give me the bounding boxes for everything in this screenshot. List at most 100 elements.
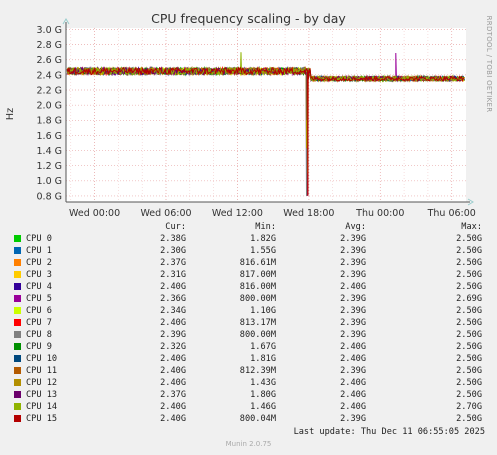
legend-cur: 2.40G — [160, 414, 186, 424]
legend-cur: 2.37G — [160, 390, 186, 400]
y-tick-label: 3.0 G — [37, 25, 63, 36]
legend-avg: 2.39G — [340, 270, 366, 280]
legend-series-name: CPU 3 — [26, 270, 52, 280]
legend-max: 2.50G — [456, 366, 482, 376]
grid — [66, 28, 466, 202]
legend-avg: 2.39G — [340, 414, 366, 424]
legend-avg: 2.39G — [340, 330, 366, 340]
legend-series-name: CPU 15 — [26, 414, 58, 424]
legend-avg: 2.39G — [340, 258, 366, 268]
legend-row: CPU 5 2.36G 800.00M 2.39G 2.69G — [14, 293, 494, 305]
y-tick-label: 2.2 G — [37, 85, 63, 96]
legend-series-name: CPU 9 — [26, 342, 52, 352]
legend-max: 2.50G — [456, 354, 482, 364]
x-tick-label: Thu 06:00 — [427, 208, 476, 219]
legend-max: 2.50G — [456, 378, 482, 388]
legend-max: 2.50G — [456, 414, 482, 424]
legend-max: 2.69G — [456, 294, 482, 304]
y-tick-label: 2.0 G — [37, 101, 63, 112]
legend-avg: 2.39G — [340, 306, 366, 316]
legend-avg: 2.40G — [340, 354, 366, 364]
legend-cur: 2.30G — [160, 246, 186, 256]
legend-swatch — [14, 403, 21, 410]
legend-series-name: CPU 2 — [26, 258, 52, 268]
legend-row: CPU 8 2.39G 800.00M 2.39G 2.50G — [14, 329, 494, 341]
legend-min: 1.82G — [250, 234, 276, 244]
legend-swatch — [14, 319, 21, 326]
x-axis-ticks: Wed 00:00 Wed 06:00 Wed 12:00 Wed 18:00 Thu … — [69, 208, 476, 219]
y-tick-label: 0.8 G — [37, 191, 63, 202]
legend-series-name: CPU 0 — [26, 234, 52, 244]
legend-row: CPU 13 2.37G 1.80G 2.40G 2.50G — [14, 389, 494, 401]
legend-cur: 2.40G — [160, 402, 186, 412]
legend-row: CPU 3 2.31G 817.00M 2.39G 2.50G — [14, 269, 494, 281]
y-tick-label: 1.8 G — [37, 116, 63, 127]
legend-row: CPU 1 2.30G 1.55G 2.39G 2.50G — [14, 245, 494, 257]
legend-max: 2.50G — [456, 390, 482, 400]
legend-min: 1.46G — [250, 402, 276, 412]
legend-cur: 2.31G — [160, 270, 186, 280]
legend-swatch — [14, 307, 21, 314]
legend-cur: 2.34G — [160, 306, 186, 316]
col-max: Max: — [461, 222, 482, 232]
legend-cur: 2.40G — [160, 378, 186, 388]
legend-max: 2.70G — [456, 402, 482, 412]
legend-cur: 2.40G — [160, 318, 186, 328]
legend-avg: 2.39G — [340, 366, 366, 376]
legend-avg: 2.40G — [340, 342, 366, 352]
legend-max: 2.50G — [456, 330, 482, 340]
legend-cur: 2.40G — [160, 354, 186, 364]
legend-min: 816.61M — [239, 258, 276, 268]
legend-swatch — [14, 259, 21, 266]
legend-min: 800.04M — [239, 414, 276, 424]
y-tick-label: 2.8 G — [37, 40, 63, 51]
legend-min: 813.17M — [239, 318, 276, 328]
y-tick-label: 1.6 G — [37, 131, 63, 142]
y-axis-arrow — [62, 18, 70, 25]
chart-title: CPU frequency scaling - by day — [151, 11, 346, 26]
legend-min: 1.55G — [250, 246, 276, 256]
legend-swatch — [14, 271, 21, 278]
x-tick-label: Wed 18:00 — [283, 208, 334, 219]
last-update: Last update: Thu Dec 11 06:55:05 2025 — [293, 427, 485, 437]
legend-row: CPU 12 2.40G 1.43G 2.40G 2.50G — [14, 377, 494, 389]
legend-avg: 2.40G — [340, 390, 366, 400]
legend-row: CPU 11 2.40G 812.39M 2.39G 2.50G — [14, 365, 494, 377]
legend-min: 1.80G — [250, 390, 276, 400]
legend-swatch — [14, 367, 21, 374]
x-tick-label: Thu 00:00 — [355, 208, 404, 219]
y-axis-ticks: 0.8 G 1.0 G 1.2 G 1.4 G 1.6 G 1.8 G 2.0 G 2.2 G… — [37, 25, 63, 202]
legend-row: CPU 15 2.40G 800.04M 2.39G 2.50G — [14, 413, 494, 425]
legend-series-name: CPU 13 — [26, 390, 58, 400]
legend-avg: 2.39G — [340, 246, 366, 256]
legend-series-name: CPU 7 — [26, 318, 52, 328]
legend-min: 800.00M — [239, 330, 276, 340]
x-tick-label: Wed 00:00 — [69, 208, 120, 219]
x-axis-arrow — [467, 198, 474, 206]
legend-avg: 2.39G — [340, 318, 366, 328]
y-tick-label: 2.4 G — [37, 70, 63, 81]
legend-avg: 2.39G — [340, 234, 366, 244]
legend-max: 2.50G — [456, 234, 482, 244]
legend-min: 817.00M — [239, 270, 276, 280]
legend-row: CPU 4 2.40G 816.00M 2.40G 2.50G — [14, 281, 494, 293]
legend-max: 2.50G — [456, 342, 482, 352]
legend-series-name: CPU 8 — [26, 330, 52, 340]
legend-series-name: CPU 6 — [26, 306, 52, 316]
legend-min: 1.10G — [250, 306, 276, 316]
legend-swatch — [14, 295, 21, 302]
legend-max: 2.50G — [456, 258, 482, 268]
legend-cur: 2.37G — [160, 258, 186, 268]
series-line-cpu-15 — [66, 66, 465, 196]
legend-max: 2.50G — [456, 306, 482, 316]
y-tick-label: 2.6 G — [37, 55, 63, 66]
col-min: Min: — [255, 222, 276, 232]
legend-avg: 2.40G — [340, 378, 366, 388]
legend-swatch — [14, 391, 21, 398]
legend-max: 2.50G — [456, 282, 482, 292]
series-lines — [66, 52, 465, 196]
legend-max: 2.50G — [456, 246, 482, 256]
y-tick-label: 1.4 G — [37, 146, 63, 157]
legend-swatch — [14, 247, 21, 254]
